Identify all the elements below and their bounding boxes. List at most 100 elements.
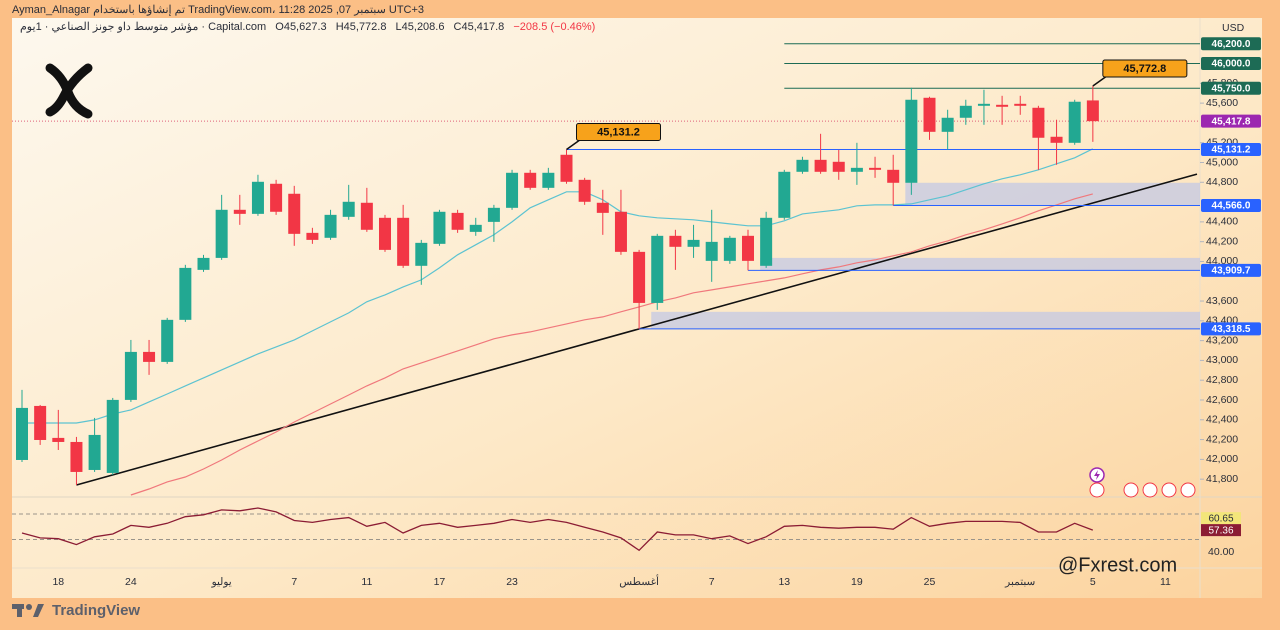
candle-body xyxy=(415,242,428,266)
candle-body xyxy=(1032,107,1045,138)
x-tick-label: 7 xyxy=(291,576,297,588)
candle-body xyxy=(124,351,137,400)
candle-body xyxy=(959,105,972,118)
candle-body xyxy=(1050,136,1063,143)
tv-logo xyxy=(12,604,44,617)
candle-body xyxy=(996,104,1009,107)
candle-body xyxy=(651,235,664,303)
candle-body xyxy=(70,441,83,472)
y-tick-label: 42,000 xyxy=(1206,453,1238,465)
rsi-line xyxy=(21,507,1094,552)
candle-body xyxy=(487,207,500,222)
callout-pointer xyxy=(1092,75,1108,87)
price-tag xyxy=(1201,143,1261,157)
candle-body xyxy=(506,172,519,208)
candle-body xyxy=(614,211,627,252)
candle-body xyxy=(197,257,210,270)
zone xyxy=(905,182,1200,206)
candle-body xyxy=(215,209,228,258)
rsi-ma-label: 60.65 xyxy=(1208,513,1233,524)
y-tick-label: 44,200 xyxy=(1206,235,1238,247)
price-tag xyxy=(1201,322,1261,336)
zone xyxy=(651,311,1200,329)
watermark: @Fxrest.com xyxy=(1058,554,1177,576)
y-tick-label: 43,600 xyxy=(1206,295,1238,307)
candle-body xyxy=(542,172,555,188)
candle-body xyxy=(669,235,682,247)
candle-body xyxy=(397,217,410,266)
price-tag-label: 46,000.0 xyxy=(1212,59,1251,70)
candle-body xyxy=(379,217,391,250)
candle-body xyxy=(16,407,28,460)
y-tick-label: 41,800 xyxy=(1206,473,1238,485)
rsi-tick-label: 40.00 xyxy=(1208,546,1234,558)
y-tick-label: 45,600 xyxy=(1206,97,1238,109)
y-tick-label: 44,400 xyxy=(1206,216,1238,228)
candle-body xyxy=(324,214,337,238)
candle-body xyxy=(705,241,718,261)
candle-body xyxy=(633,251,646,303)
trend-line xyxy=(76,173,1198,486)
ohlc-close: C45,417.8 xyxy=(453,21,505,33)
moving-average xyxy=(22,148,1094,424)
candle-body xyxy=(850,167,863,172)
price-tag-label: 43,318.5 xyxy=(1212,324,1251,335)
x-tick-label: 19 xyxy=(851,576,863,588)
rsi-ma-tag xyxy=(1201,512,1241,525)
candle-body xyxy=(342,201,355,217)
candle-body xyxy=(106,399,119,473)
candle-body xyxy=(451,212,464,230)
y-tick-label: 45,000 xyxy=(1206,156,1238,168)
rsi-label: 57.36 xyxy=(1208,525,1233,536)
price-tag-label: 44,566.0 xyxy=(1212,201,1251,212)
candle-body xyxy=(687,239,700,247)
price-tag-label: 46,200.0 xyxy=(1212,39,1251,50)
price-tag xyxy=(1201,37,1261,51)
price-tag-label: 45,417.8 xyxy=(1212,116,1251,127)
y-tick-label: 42,800 xyxy=(1206,374,1238,386)
symbol: مؤشر متوسط داو جونز الصناعي · 1يوم · Cap… xyxy=(20,21,267,33)
candle-body xyxy=(923,97,936,132)
candle-body xyxy=(723,237,736,261)
x-tick-label: 25 xyxy=(924,576,936,588)
candle-body xyxy=(88,434,101,470)
candle-body xyxy=(433,211,446,244)
ohlc-high: H45,772.8 xyxy=(335,21,387,33)
price-tag xyxy=(1201,263,1261,277)
price-tag-label: 43,909.7 xyxy=(1212,266,1251,277)
callout-box xyxy=(576,123,661,142)
candle-body xyxy=(760,217,773,266)
y-tick-label: 44,800 xyxy=(1206,176,1238,188)
candle-body xyxy=(161,319,174,362)
candle-body xyxy=(233,209,246,214)
moving-average xyxy=(130,193,1093,496)
candle-body xyxy=(288,193,301,234)
x-tick-label: 17 xyxy=(434,576,446,588)
x-tick-label: 13 xyxy=(778,576,790,588)
candle-body xyxy=(469,224,482,232)
candle-body xyxy=(905,99,918,183)
ohlc-low: L45,208.6 xyxy=(395,21,445,33)
ohlc-open: O45,627.3 xyxy=(275,21,327,33)
candle-body xyxy=(251,181,264,214)
candle-body xyxy=(52,437,65,442)
plot: 41,800 42,000 42,200 42,400 42,600 42,800 43,0… xyxy=(12,37,1261,588)
callout-pointer xyxy=(566,138,581,151)
x-tick-label: سبتمبر xyxy=(1004,576,1035,588)
x-tick-label: 5 xyxy=(1090,576,1096,588)
x-tick-label: 11 xyxy=(1160,576,1171,588)
candle-body xyxy=(179,267,192,320)
x-tick-label: يوليو xyxy=(211,576,232,588)
author-line: Ayman_Alnagar تم إنشاؤها باستخدام Tradin… xyxy=(12,4,425,16)
y-tick-label: 43,000 xyxy=(1206,354,1238,366)
callout-box xyxy=(1102,59,1188,78)
candle-body xyxy=(306,232,319,240)
y-tick-label: 42,200 xyxy=(1206,433,1238,445)
branding: TradingView xyxy=(52,602,140,619)
candle-body xyxy=(560,154,573,182)
candle-body xyxy=(524,172,537,188)
candle-body xyxy=(1068,101,1081,143)
event-icons xyxy=(1089,467,1196,498)
symbol-line: مؤشر متوسط داو جونز الصناعي · 1يوم · Cap… xyxy=(20,20,601,33)
